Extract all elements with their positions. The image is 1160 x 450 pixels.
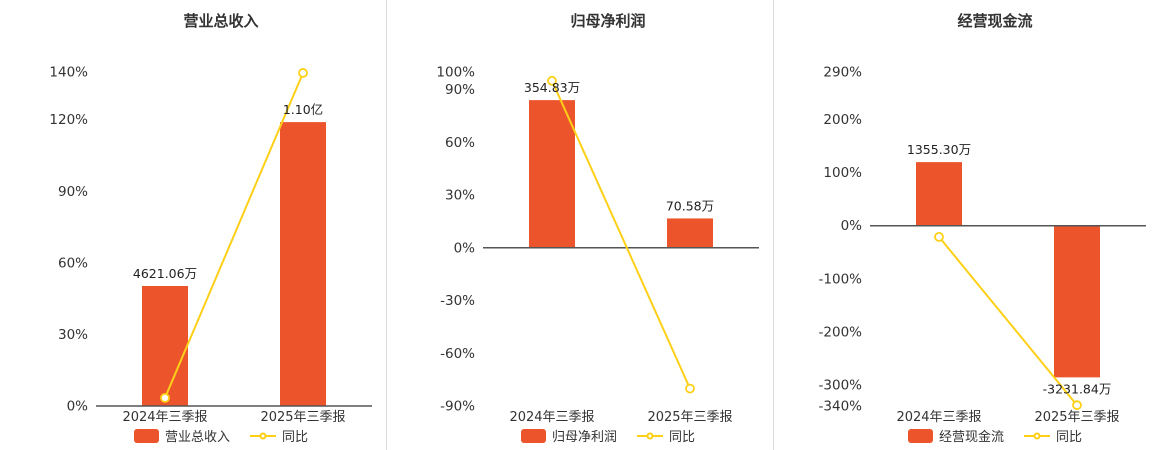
y-tick-label: 30%: [445, 188, 475, 204]
legend-item-bar-series[interactable]: 归母净利润: [520, 426, 617, 445]
x-category-label: 2024年三季报: [509, 410, 594, 425]
y-tick-label: -90%: [440, 399, 475, 415]
bar-value-label: 4621.06万: [133, 266, 197, 281]
y-tick-label: -300%: [819, 377, 863, 393]
line-marker: [160, 392, 170, 403]
line-marker: [547, 75, 557, 86]
bar-series-swatch: [520, 428, 546, 443]
bar-2024年三季报[interactable]: [142, 285, 188, 406]
y-tick-label: 0%: [841, 218, 863, 234]
y-tick-label: 0%: [454, 240, 476, 256]
bar-value-label: -3231.84万: [1043, 381, 1112, 396]
y-tick-label: 90%: [445, 82, 475, 98]
y-tick-label: 200%: [823, 112, 862, 128]
chart-canvas: 0% 30% 60% 90% 120% 140% 4621.06万 1.10亿 2024年三季报…: [49, 65, 372, 425]
line-marker: [934, 231, 944, 242]
x-category-label: 2024年三季报: [896, 410, 981, 425]
legend-item-bar-series[interactable]: 经营现金流: [907, 426, 1004, 445]
y-tick-label: 90%: [58, 184, 88, 200]
y-tick-label: 30%: [58, 327, 88, 343]
y-tick-label: -200%: [819, 324, 863, 340]
y-tick-label: 120%: [49, 112, 88, 128]
y-tick-label: 100%: [823, 165, 862, 181]
chart-panel-net-profit: 归母净利润 -90% -60% -30% 0% 30% 60% 90% 100% 354.83万…: [386, 0, 773, 450]
bar-2025年三季报[interactable]: [667, 218, 713, 248]
x-category-label: 2025年三季报: [647, 410, 732, 425]
y-tick-label: -60%: [440, 346, 475, 362]
bar-value-label: 1.10亿: [283, 102, 323, 117]
x-category-label: 2024年三季报: [122, 410, 207, 425]
legend-label: 归母净利润: [551, 430, 617, 445]
y-tick-label: -340%: [819, 399, 863, 415]
chart-canvas: -340% -300% -200% -100% 0% 100% 200% 290% 1355.3…: [819, 65, 1146, 425]
legend-label: 经营现金流: [938, 430, 1004, 445]
y-tick-label: -30%: [440, 293, 475, 309]
legend-item-bar-series[interactable]: 营业总收入: [133, 426, 230, 445]
bar-2024年三季报[interactable]: [916, 162, 962, 226]
chart-legend: 经营现金流 同比: [774, 426, 1160, 445]
bar-2025年三季报[interactable]: [1054, 225, 1100, 378]
line-marker: [685, 383, 695, 394]
legend-label: 营业总收入: [164, 430, 230, 445]
line-marker: [1072, 400, 1082, 411]
line-series-swatch: [250, 432, 276, 439]
chart-panel-cash-flow: 经营现金流 -340% -300% -200% -100% 0% 100% 200% 290%…: [773, 0, 1160, 450]
yoy-line: [164, 72, 304, 399]
x-category-label: 2025年三季报: [1034, 410, 1119, 425]
x-category-label: 2025年三季报: [260, 410, 345, 425]
y-tick-label: 60%: [58, 255, 88, 271]
chart-canvas: -90% -60% -30% 0% 30% 60% 90%100% 354.83万 70.58万…: [436, 65, 759, 425]
legend-label: 同比: [282, 430, 309, 445]
bar-2024年三季报[interactable]: [529, 100, 575, 248]
y-tick-label: 140%: [49, 65, 88, 81]
line-series-swatch: [1024, 432, 1050, 439]
y-tick-label: 0%: [67, 399, 89, 415]
bar-series-swatch: [907, 428, 933, 443]
yoy-line: [938, 236, 1078, 406]
legend-item-line-series[interactable]: 同比: [250, 426, 308, 445]
y-tick-label: -100%: [819, 271, 863, 287]
yoy-line: [551, 80, 691, 390]
legend-label: 同比: [669, 430, 696, 445]
bar-2025年三季报[interactable]: [280, 122, 326, 406]
bar-value-label: 1355.30万: [907, 142, 971, 157]
bar-value-label: 70.58万: [666, 198, 714, 213]
legend-item-line-series[interactable]: 同比: [1024, 426, 1082, 445]
line-marker-icon: [646, 432, 654, 439]
bar-series-swatch: [133, 428, 159, 443]
chart-legend: 营业总收入 同比: [0, 426, 386, 445]
chart-legend: 归母净利润 同比: [387, 426, 773, 445]
chart-panel-revenue: 营业总收入 0% 30% 60% 90% 120% 140% 4621.06万 1.10亿 20…: [0, 0, 386, 450]
line-series-swatch: [637, 432, 663, 439]
y-tick-label: 60%: [445, 135, 475, 151]
legend-label: 同比: [1056, 430, 1083, 445]
legend-item-line-series[interactable]: 同比: [637, 426, 695, 445]
y-tick-label: 290%: [823, 65, 862, 81]
bar-value-label: 354.83万: [524, 80, 580, 95]
y-tick-label: 100%: [436, 65, 475, 81]
line-marker-icon: [1033, 432, 1041, 439]
line-marker-icon: [259, 432, 267, 439]
line-marker: [298, 68, 308, 78]
